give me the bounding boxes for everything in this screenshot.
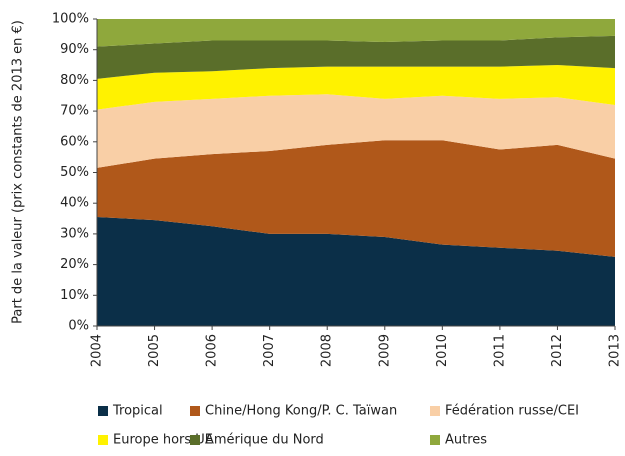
x-tick-label: 2004 [90,334,105,367]
y-tick-label: 0% [68,319,89,334]
y-tick-label: 40% [60,196,89,211]
x-tick-label: 2005 [147,334,162,367]
x-tick-label: 2011 [492,334,507,367]
legend-label: Amérique du Nord [205,433,324,448]
legend-label: Chine/Hong Kong/P. C. Taïwan [205,404,397,419]
area [97,94,615,168]
legend-swatch [430,435,440,445]
y-tick-label: 60% [60,134,89,149]
y-tick-label: 90% [60,42,89,57]
x-tick-label: 2007 [262,334,277,367]
x-tick-label: 2013 [608,334,623,367]
legend-swatch [98,406,108,416]
area [97,35,615,79]
y-tick-label: 20% [60,257,89,272]
area [97,217,615,326]
x-tick-label: 2008 [320,334,335,367]
y-tick-label: 100% [52,12,89,27]
x-tick-label: 2012 [550,334,565,367]
x-tick-label: 2006 [205,334,220,367]
area [97,140,615,257]
y-tick-label: 10% [60,288,89,303]
legend-swatch [430,406,440,416]
legend-swatch [190,435,200,445]
area [97,65,615,110]
legend-swatch [98,435,108,445]
y-tick-label: 30% [60,226,89,241]
legend-label: Tropical [112,404,163,419]
y-axis-label: Part de la valeur (prix constants de 201… [11,20,26,324]
legend-swatch [190,406,200,416]
x-tick-label: 2010 [435,334,450,367]
legend-label: Autres [445,433,487,448]
area [97,19,615,47]
legend-label: Fédération russe/CEI [445,404,579,419]
x-tick-label: 2009 [377,334,392,367]
legend-label: Europe hors UE [113,433,213,448]
y-tick-label: 80% [60,73,89,88]
y-tick-label: 50% [60,165,89,180]
y-tick-label: 70% [60,104,89,119]
